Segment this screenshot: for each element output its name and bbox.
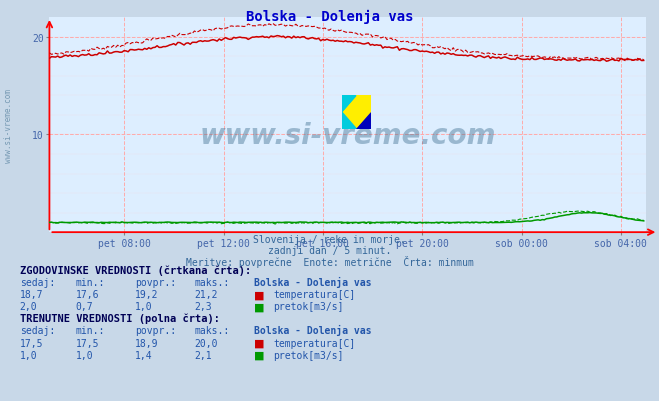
Polygon shape	[357, 95, 371, 113]
Text: 17,6: 17,6	[76, 290, 100, 300]
Text: povpr.:: povpr.:	[135, 326, 176, 336]
Text: ■: ■	[254, 290, 264, 300]
Text: temperatura[C]: temperatura[C]	[273, 290, 356, 300]
Text: ■: ■	[254, 302, 264, 312]
Text: 21,2: 21,2	[194, 290, 218, 300]
Text: sedaj:: sedaj:	[20, 326, 55, 336]
Text: www.si-vreme.com: www.si-vreme.com	[200, 122, 496, 150]
Text: 1,0: 1,0	[20, 350, 38, 360]
Text: Bolska - Dolenja vas: Bolska - Dolenja vas	[246, 10, 413, 24]
Text: 2,0: 2,0	[20, 302, 38, 312]
Text: ■: ■	[254, 350, 264, 360]
Text: temperatura[C]: temperatura[C]	[273, 338, 356, 348]
Text: maks.:: maks.:	[194, 326, 229, 336]
Polygon shape	[341, 113, 357, 130]
Polygon shape	[341, 95, 371, 130]
Polygon shape	[357, 113, 371, 130]
Text: min.:: min.:	[76, 277, 105, 288]
Text: 1,0: 1,0	[135, 302, 153, 312]
Text: TRENUTNE VREDNOSTI (polna črta):: TRENUTNE VREDNOSTI (polna črta):	[20, 313, 219, 324]
Text: Meritve: povprečne  Enote: metrične  Črta: minmum: Meritve: povprečne Enote: metrične Črta:…	[186, 255, 473, 267]
Text: ZGODOVINSKE VREDNOSTI (črtkana črta):: ZGODOVINSKE VREDNOSTI (črtkana črta):	[20, 265, 251, 275]
Text: pretok[m3/s]: pretok[m3/s]	[273, 350, 344, 360]
Text: Bolska - Dolenja vas: Bolska - Dolenja vas	[254, 277, 371, 288]
Text: maks.:: maks.:	[194, 277, 229, 288]
Text: 2,1: 2,1	[194, 350, 212, 360]
Text: ■: ■	[254, 338, 264, 348]
Text: 19,2: 19,2	[135, 290, 159, 300]
Text: Bolska - Dolenja vas: Bolska - Dolenja vas	[254, 325, 371, 336]
Text: 2,3: 2,3	[194, 302, 212, 312]
Text: sedaj:: sedaj:	[20, 277, 55, 288]
Text: 18,7: 18,7	[20, 290, 43, 300]
Text: 17,5: 17,5	[76, 338, 100, 348]
Polygon shape	[341, 95, 357, 113]
Text: 20,0: 20,0	[194, 338, 218, 348]
Text: pretok[m3/s]: pretok[m3/s]	[273, 302, 344, 312]
Text: zadnji dan / 5 minut.: zadnji dan / 5 minut.	[268, 246, 391, 256]
Polygon shape	[357, 95, 371, 113]
Text: 1,0: 1,0	[76, 350, 94, 360]
Text: povpr.:: povpr.:	[135, 277, 176, 288]
Text: 0,7: 0,7	[76, 302, 94, 312]
Text: Slovenija / reke in morje.: Slovenija / reke in morje.	[253, 235, 406, 245]
Text: 17,5: 17,5	[20, 338, 43, 348]
Text: www.si-vreme.com: www.si-vreme.com	[4, 88, 13, 162]
Polygon shape	[341, 95, 357, 113]
Text: 1,4: 1,4	[135, 350, 153, 360]
Text: 18,9: 18,9	[135, 338, 159, 348]
Text: min.:: min.:	[76, 326, 105, 336]
